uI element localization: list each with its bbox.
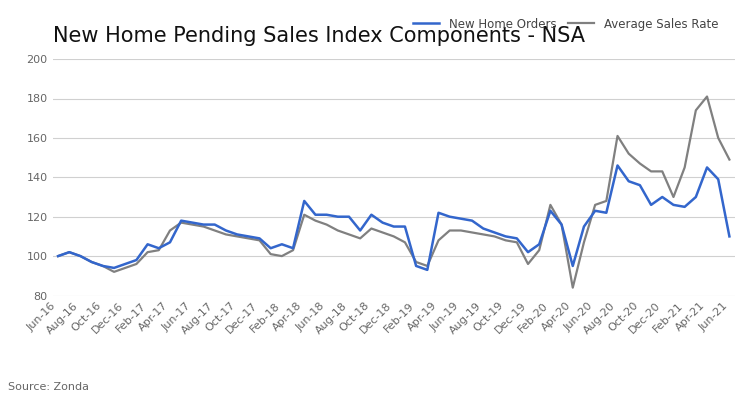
Average Sales Rate — [188, 222, 196, 227]
New Home Orders — [423, 268, 432, 272]
New Home Orders — [188, 220, 196, 225]
Average Sales Rate — [412, 260, 421, 264]
Average Sales Rate — [457, 228, 466, 233]
Average Sales Rate — [289, 248, 298, 253]
New Home Orders — [658, 195, 667, 199]
New Home Orders — [53, 254, 62, 258]
Average Sales Rate — [646, 169, 656, 174]
New Home Orders — [412, 264, 421, 268]
Line: New Home Orders: New Home Orders — [58, 165, 730, 270]
Text: Source: Zonda: Source: Zonda — [8, 382, 88, 392]
Line: Average Sales Rate: Average Sales Rate — [58, 97, 730, 288]
New Home Orders — [613, 163, 622, 168]
New Home Orders — [210, 222, 219, 227]
Average Sales Rate — [725, 157, 734, 162]
Average Sales Rate — [53, 254, 62, 258]
Average Sales Rate — [703, 94, 712, 99]
New Home Orders — [467, 218, 476, 223]
Text: New Home Pending Sales Index Components - NSA: New Home Pending Sales Index Components … — [53, 26, 584, 46]
Average Sales Rate — [210, 228, 219, 233]
Average Sales Rate — [568, 285, 578, 290]
New Home Orders — [289, 246, 298, 251]
Legend: New Home Orders, Average Sales Rate: New Home Orders, Average Sales Rate — [413, 18, 718, 31]
New Home Orders — [725, 234, 734, 239]
